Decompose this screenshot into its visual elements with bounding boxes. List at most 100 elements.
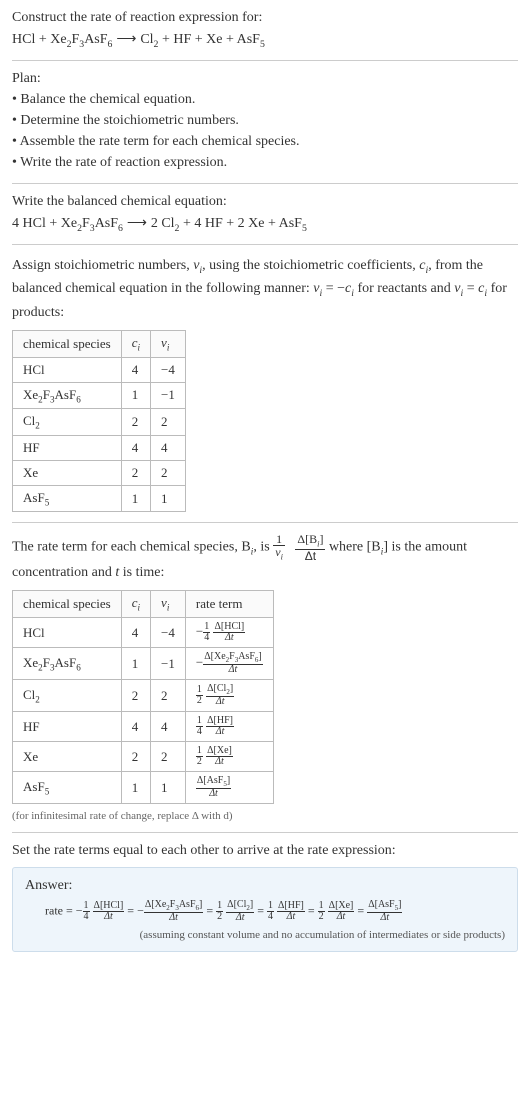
- fraction: Δ[HCl]Δt: [213, 622, 245, 643]
- text: Assign stoichiometric numbers,: [12, 258, 193, 273]
- cell-nu: 2: [151, 680, 186, 712]
- eq-text: +: [46, 216, 61, 231]
- text: Δ[B: [297, 532, 317, 546]
- cell-nu: 4: [151, 712, 186, 742]
- fraction: Δ[HF]Δt: [206, 716, 234, 737]
- cell-nu: −1: [151, 382, 186, 409]
- eq-text: +: [265, 216, 279, 231]
- cell-nu: 2: [151, 409, 186, 436]
- text: where [B: [329, 540, 381, 555]
- stoichiometry-table: chemical speciesciνiHCl4−4Xe2F3AsF61−1Cl…: [12, 330, 186, 512]
- th-c: ci: [121, 330, 150, 357]
- arrow-icon: ⟶: [112, 30, 140, 46]
- cell-rate: −14 Δ[HCl]Δt: [185, 618, 273, 648]
- infinitesimal-note: (for infinitesimal rate of change, repla…: [12, 810, 518, 822]
- cell-nu: 1: [151, 485, 186, 512]
- balanced-title: Write the balanced chemical equation:: [12, 194, 518, 210]
- text: =: [463, 281, 478, 296]
- plan-item: • Balance the chemical equation.: [12, 89, 518, 110]
- cell-rate: 12 Δ[Xe]Δt: [185, 742, 273, 772]
- th-rate: rate term: [185, 591, 273, 618]
- eq-text: 4 HF: [194, 216, 222, 231]
- eq-text: +: [179, 216, 194, 231]
- fraction: Δ[AsF5]Δt: [367, 900, 402, 923]
- divider: [12, 522, 518, 523]
- cell-rate: Δ[AsF5]Δt: [185, 772, 273, 804]
- eq-text: Xe: [206, 32, 222, 47]
- cell-c: 1: [121, 772, 150, 804]
- eq-text: +: [223, 32, 237, 47]
- rate-intro: The rate term for each chemical species,…: [12, 533, 518, 584]
- eq-text: Xe: [61, 216, 77, 231]
- cell-species: Cl2: [13, 409, 122, 436]
- eq-text: AsF: [237, 32, 260, 47]
- fraction: 14: [203, 622, 210, 643]
- cell-nu: −4: [151, 357, 186, 382]
- set-equal-title: Set the rate terms equal to each other t…: [12, 843, 518, 859]
- frac-bot: Δt: [295, 550, 325, 562]
- table-row: Xe2F3AsF61−1: [13, 382, 186, 409]
- table-row: HF44: [13, 435, 186, 460]
- cell-c: 4: [121, 357, 150, 382]
- eq-text: AsF: [84, 32, 107, 47]
- cell-nu: −4: [151, 618, 186, 648]
- fraction: Δ[HCl]Δt: [93, 901, 125, 922]
- divider: [12, 183, 518, 184]
- cell-c: 2: [121, 742, 150, 772]
- cell-c: 1: [121, 485, 150, 512]
- divider: [12, 60, 518, 61]
- eq-sub: 5: [302, 223, 307, 234]
- fraction: Δ[Xe]Δt: [328, 901, 355, 922]
- fraction: 14: [83, 901, 90, 922]
- th-nu: νi: [151, 591, 186, 618]
- eq-text: HCl: [12, 32, 35, 47]
- table-row: HCl4−4−14 Δ[HCl]Δt: [13, 618, 274, 648]
- fraction: 12: [216, 901, 223, 922]
- text: , using the stoichiometric coefficients,: [202, 258, 419, 273]
- text: , is: [253, 540, 273, 555]
- cell-rate: 14 Δ[HF]Δt: [185, 712, 273, 742]
- fraction: 1νi: [273, 533, 285, 562]
- assign-text: Assign stoichiometric numbers, νi, using…: [12, 255, 518, 324]
- frac-top: Δ[Bi]: [295, 533, 325, 550]
- balanced-equation: 4 HCl + Xe2F3AsF6 ⟶ 2 Cl2 + 4 HF + 2 Xe …: [12, 214, 518, 234]
- table-row: AsF511: [13, 485, 186, 512]
- cell-nu: 2: [151, 460, 186, 485]
- eq-text: Xe: [50, 32, 66, 47]
- text: Δt: [305, 549, 316, 563]
- table-row: AsF511Δ[AsF5]Δt: [13, 772, 274, 804]
- fraction: Δ[Xe2F3AsF6]Δt: [144, 900, 204, 923]
- table-row: Xe22: [13, 460, 186, 485]
- answer-title: Answer:: [25, 878, 505, 894]
- table-row: HF4414 Δ[HF]Δt: [13, 712, 274, 742]
- arrow-icon: ⟶: [123, 214, 151, 230]
- fraction: Δ[Bi]Δt: [295, 533, 325, 562]
- sub: i: [281, 553, 283, 562]
- cell-rate: 12 Δ[Cl2]Δt: [185, 680, 273, 712]
- cell-c: 1: [121, 382, 150, 409]
- table-row: Xe2212 Δ[Xe]Δt: [13, 742, 274, 772]
- cell-c: 1: [121, 648, 150, 680]
- cell-nu: −1: [151, 648, 186, 680]
- cell-nu: 2: [151, 742, 186, 772]
- cell-species: Xe: [13, 460, 122, 485]
- table-row: Cl222: [13, 409, 186, 436]
- eq-text: AsF: [279, 216, 302, 231]
- frac-bot: νi: [273, 546, 285, 562]
- text: ]: [319, 532, 323, 546]
- answer-note: (assuming constant volume and no accumul…: [25, 929, 505, 941]
- text: for reactants and: [354, 281, 454, 296]
- cell-species: Cl2: [13, 680, 122, 712]
- eq-text: 2 Xe: [238, 216, 265, 231]
- answer-equation: rate = −14 Δ[HCl]Δt = −Δ[Xe2F3AsF6]Δt = …: [25, 900, 505, 923]
- eq-text: 2 Cl: [151, 216, 175, 231]
- cell-species: HF: [13, 712, 122, 742]
- eq-text: 4 HCl: [12, 216, 46, 231]
- answer-box: Answer: rate = −14 Δ[HCl]Δt = −Δ[Xe2F3As…: [12, 867, 518, 952]
- cell-species: HCl: [13, 357, 122, 382]
- eq-sub: 5: [260, 39, 265, 50]
- fraction: Δ[AsF5]Δt: [196, 776, 231, 799]
- cell-c: 2: [121, 680, 150, 712]
- th-c: ci: [121, 591, 150, 618]
- fraction: Δ[Cl2]Δt: [226, 900, 254, 923]
